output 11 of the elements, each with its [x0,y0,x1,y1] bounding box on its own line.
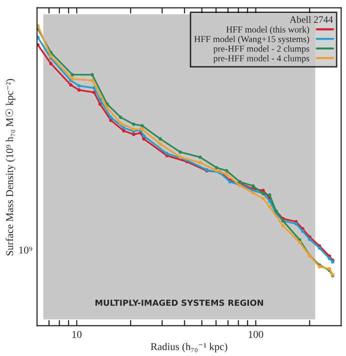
legend-label: pre-HFF model - 2 clumps [213,45,310,54]
y-axis-title: Surface Mass Density (10⁹ h₇₀ M☉ kpc⁻²) [5,79,16,256]
legend-label: HFF model (this work) [226,26,310,34]
legend-label: pre-HFF model - 4 clumps [213,54,310,64]
legend-title: Abell 2744 [290,16,333,23]
x-tick-label: 100 [248,330,264,338]
x-axis-title: Radius (h₇₀⁻¹ kpc) [150,342,228,352]
text: 10⁹ [19,246,32,254]
band-label: MULTIPLY-IMAGED SYSTEMS REGION [95,300,264,306]
legend-label: HFF model (Wang+15 systems) [194,36,310,44]
x-tick-label: 10 [72,330,82,338]
